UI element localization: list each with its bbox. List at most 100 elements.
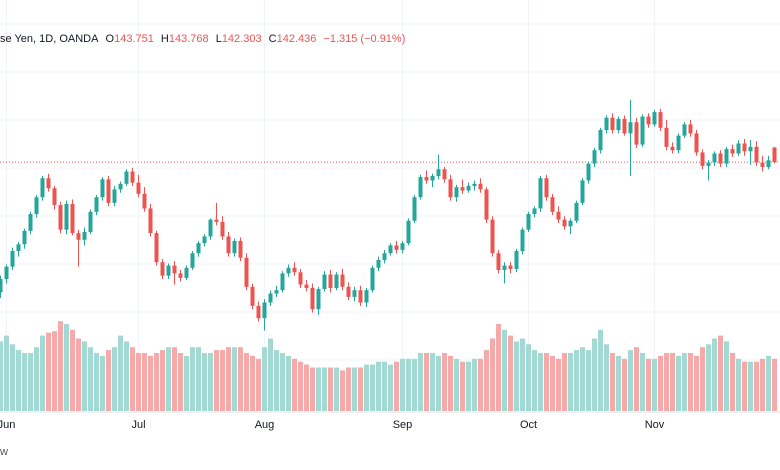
candle [52, 186, 57, 210]
candle [184, 265, 189, 281]
candle-body [340, 274, 345, 287]
candle-body [220, 221, 225, 237]
candle-body [112, 189, 117, 203]
volume-bar [646, 358, 651, 411]
volume-bar [496, 324, 501, 411]
candle-body [28, 214, 33, 231]
candle-body [34, 197, 39, 215]
candle-body [358, 290, 363, 303]
volume-bar [424, 353, 429, 411]
candle [460, 179, 465, 194]
volume-bar [88, 347, 93, 411]
volume-bar [184, 355, 189, 411]
candle-body [658, 112, 663, 128]
volume-bar [610, 353, 615, 411]
candle [442, 167, 447, 183]
candle-body [136, 182, 141, 194]
candle [634, 117, 639, 148]
candle-body [580, 180, 585, 203]
candle-body [742, 143, 747, 152]
candle [244, 253, 249, 291]
volume-bar [178, 353, 183, 411]
candle-body [376, 259, 381, 268]
volume-bar [460, 361, 465, 411]
candle-body [640, 116, 645, 145]
volume-bar [64, 324, 69, 411]
candle [106, 175, 111, 207]
volume-bar [694, 355, 699, 411]
candle-body [382, 253, 387, 260]
volume-bar [298, 361, 303, 411]
candle [742, 139, 747, 156]
candle-body [280, 273, 285, 291]
candle [466, 182, 471, 193]
candle [142, 187, 147, 212]
volume-bar [490, 338, 495, 411]
volume-bar [664, 353, 669, 411]
candle-body [322, 274, 327, 290]
x-tick-label: Oct [520, 419, 537, 431]
volume-bar [586, 350, 591, 411]
candle [550, 193, 555, 216]
volume-bar [130, 347, 135, 411]
candle-body [346, 286, 351, 297]
candle-body [250, 286, 255, 306]
candle-body [304, 284, 309, 288]
volume-bar [112, 347, 117, 411]
volume-bar [340, 370, 345, 411]
candle [706, 160, 711, 181]
candle [112, 186, 117, 207]
candle-body [238, 240, 243, 258]
candle-body [748, 146, 753, 152]
candle-body [544, 178, 549, 198]
candle [64, 200, 69, 235]
candle [418, 174, 423, 200]
volume-bar [286, 355, 291, 411]
volume-bar [208, 353, 213, 411]
candle [274, 285, 279, 297]
candlestick-series [0, 99, 777, 331]
candle [322, 271, 327, 292]
candle [76, 229, 81, 267]
candle [562, 216, 567, 230]
volume-bar [232, 347, 237, 411]
change-value: −1.315 (−0.91%) [323, 33, 406, 45]
candle-body [490, 219, 495, 254]
candle-body [70, 203, 75, 234]
candle [316, 286, 321, 315]
candle [88, 209, 93, 235]
candle [46, 173, 51, 192]
candle-body [232, 240, 237, 254]
candle-body [226, 236, 231, 254]
candle [682, 122, 687, 138]
volume-bar [430, 353, 435, 411]
candle-body [442, 169, 447, 180]
candle [640, 114, 645, 147]
candle [694, 130, 699, 156]
candle-body [538, 178, 543, 209]
volume-bar [772, 358, 777, 411]
volume-bar [754, 361, 759, 411]
volume-bar [400, 358, 405, 411]
volume-bar [472, 358, 477, 411]
candle-body [436, 169, 441, 176]
close-value: C142.436 [268, 33, 317, 45]
volume-bar [310, 367, 315, 411]
candle-body [466, 186, 471, 191]
volume-bar [226, 347, 231, 411]
candle-body [472, 183, 477, 187]
candle [532, 206, 537, 218]
footer-text: w [0, 446, 8, 458]
candle [328, 270, 333, 293]
volume-bar [346, 367, 351, 411]
candle [220, 216, 225, 240]
volume-bar [196, 347, 201, 411]
candle [610, 113, 615, 134]
volume-bar [58, 321, 63, 411]
volume-bar [268, 338, 273, 411]
candle [268, 290, 273, 306]
candle-body [634, 122, 639, 145]
candle [4, 264, 9, 284]
candle [580, 178, 585, 206]
